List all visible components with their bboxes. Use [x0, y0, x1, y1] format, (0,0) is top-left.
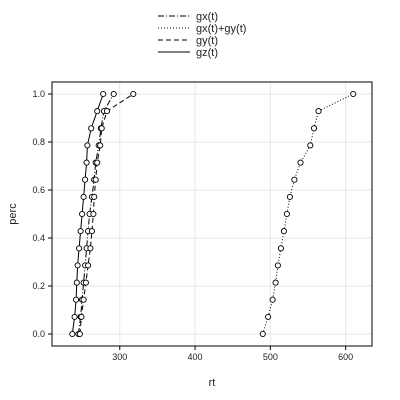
legend-item: gz(t) [158, 47, 218, 59]
x-tick-label: 300 [112, 352, 127, 362]
data-point [283, 210, 290, 218]
series-3 [69, 90, 107, 338]
data-point [84, 142, 91, 149]
data-point [71, 313, 78, 320]
legend-item: gx(t)+gy(t) [158, 23, 246, 35]
data-point [83, 159, 90, 166]
data-point [79, 210, 86, 218]
series-1 [259, 90, 357, 338]
x-tick-label: 600 [338, 352, 353, 362]
data-point [88, 125, 95, 132]
data-point [110, 90, 117, 98]
data-point [80, 296, 87, 303]
legend-label: gx(t) [196, 11, 218, 23]
data-point [269, 296, 276, 303]
data-point [277, 245, 284, 252]
x-tick-label: 500 [263, 352, 278, 362]
data-point [97, 142, 104, 149]
data-point [69, 330, 76, 338]
data-point [73, 279, 80, 286]
data-point [85, 262, 92, 269]
axis-ticks: 300 400 500 600 0.0 0.2 0.4 0.6 0.8 1.0 [32, 89, 353, 362]
data-point [103, 108, 111, 115]
y-tick-label: 0.4 [32, 233, 45, 243]
data-point [74, 262, 81, 269]
data-point [350, 90, 357, 98]
data-point [82, 176, 89, 183]
data-point [259, 330, 266, 338]
data-point [94, 108, 101, 115]
series-layer [69, 90, 357, 338]
data-point [91, 193, 98, 200]
data-point [130, 90, 137, 98]
y-tick-label: 0.6 [32, 185, 45, 195]
series-2 [76, 90, 137, 338]
data-point [291, 176, 298, 183]
y-axis-label: perc [7, 203, 19, 225]
data-point [94, 159, 101, 166]
x-tick-label: 400 [188, 352, 203, 362]
data-point [88, 228, 95, 235]
legend-item: gx(t) [158, 11, 218, 23]
data-point [286, 193, 293, 200]
data-point [77, 228, 84, 235]
data-point [82, 279, 89, 286]
y-tick-label: 0.2 [32, 281, 45, 291]
data-point [265, 313, 272, 320]
data-point [98, 125, 105, 132]
series-line [77, 93, 115, 335]
x-axis-label: rt [209, 377, 216, 389]
data-point [92, 176, 99, 183]
data-point [87, 245, 94, 252]
data-point [78, 313, 85, 320]
plot-frame [51, 81, 373, 347]
data-point [272, 279, 279, 286]
data-point [274, 262, 281, 269]
data-point [73, 296, 80, 303]
y-tick-label: 1.0 [32, 89, 45, 99]
data-point [280, 228, 287, 235]
y-tick-label: 0.0 [32, 329, 45, 339]
data-point [76, 330, 83, 338]
series-line [262, 93, 354, 335]
grid [52, 82, 372, 346]
y-tick-label: 0.8 [32, 137, 45, 147]
data-point [297, 159, 304, 166]
legend-label: gz(t) [196, 47, 218, 59]
legend-label: gy(t) [196, 35, 218, 47]
legend-label: gx(t)+gy(t) [196, 23, 246, 35]
data-point [307, 142, 314, 149]
data-point [90, 210, 97, 218]
data-point [76, 245, 83, 252]
legend: gx(t)gx(t)+gy(t)gy(t)gz(t) [158, 11, 246, 59]
data-point [315, 108, 322, 115]
data-point [100, 90, 107, 98]
legend-item: gy(t) [158, 35, 218, 47]
data-point [310, 125, 318, 132]
data-point [80, 193, 87, 200]
